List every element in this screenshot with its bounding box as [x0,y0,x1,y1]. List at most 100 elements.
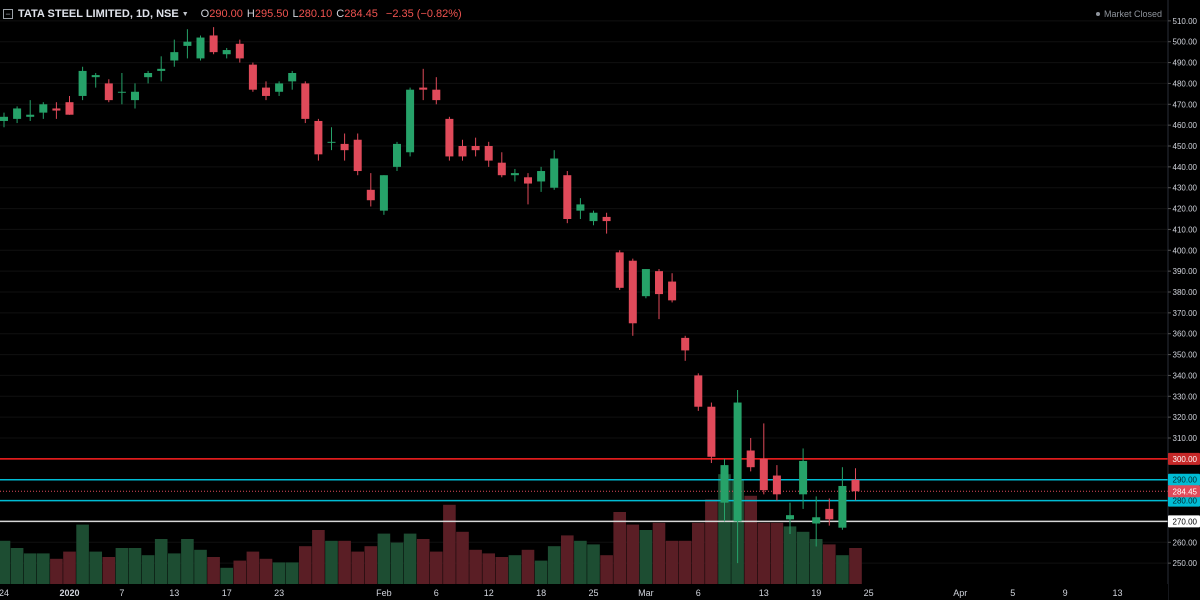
candle-body[interactable] [170,52,179,61]
candle-body[interactable] [668,281,677,301]
candle-body[interactable] [52,108,61,111]
candle-body[interactable] [353,139,362,172]
candle-body[interactable] [379,175,388,211]
candle-body[interactable] [235,43,244,59]
candle-body[interactable] [222,50,231,55]
price-tick-label: 370.00 [1173,309,1198,318]
candle-body[interactable] [510,173,519,176]
candle-body[interactable] [458,146,467,157]
high-value: 295.50 [254,8,289,20]
collapse-icon[interactable]: − [3,9,13,19]
price-axis[interactable] [1168,0,1200,600]
candle-body[interactable] [39,104,48,113]
candle-body[interactable] [759,458,768,491]
candle-body[interactable] [615,252,624,288]
candle-body[interactable] [196,37,205,59]
candle-body[interactable] [720,465,729,503]
candle-body[interactable] [694,375,703,407]
candlesticks[interactable] [0,27,860,564]
candle-body[interactable] [589,212,598,222]
volume-bar [0,540,11,584]
candle-body[interactable] [484,146,493,161]
candle-body[interactable] [209,35,218,53]
candle-body[interactable] [104,83,113,101]
candle-body[interactable] [248,64,257,90]
volume-bar [89,551,102,584]
market-status: Market Closed [1095,9,1162,19]
price-level-lines[interactable] [0,458,1168,523]
candle-body[interactable] [366,189,375,201]
symbol-legend: − TATA STEEL LIMITED, 1D, NSE ▼ O 290.00 … [0,0,462,28]
candle-body[interactable] [799,460,808,495]
candle-body[interactable] [183,41,192,46]
candle-body[interactable] [576,204,585,211]
price-tick-label: 320.00 [1173,413,1198,422]
candle-body[interactable] [13,108,22,119]
candle-body[interactable] [419,87,428,90]
time-axis[interactable] [0,584,1168,600]
candle-body[interactable] [707,406,716,457]
candle-body[interactable] [825,508,834,520]
candle-body[interactable] [602,216,611,222]
volume-bar [561,535,574,584]
candle-body[interactable] [117,91,126,93]
symbol-title[interactable]: TATA STEEL LIMITED, 1D, NSE [18,8,179,20]
volume-bar [534,560,548,584]
candle-body[interactable] [445,118,454,157]
candle-body[interactable] [655,271,663,295]
candle-body[interactable] [746,450,755,468]
price-tick-label: 260.00 [1173,538,1198,547]
candle-body[interactable] [563,175,572,219]
price-badge-label: 290.00 [1173,476,1198,485]
candle-body[interactable] [78,70,87,96]
candle-body[interactable] [157,68,166,71]
candle-body[interactable] [524,177,532,184]
candle-body[interactable] [288,73,297,82]
candle-body[interactable] [262,87,270,96]
candle-body[interactable] [131,91,139,101]
candle-body[interactable] [628,260,637,324]
volume-bar [692,522,705,584]
close-value: 284.45 [344,8,378,20]
volume-bar [652,522,666,584]
candle-body[interactable] [786,515,794,520]
volume-bar [849,548,862,584]
candle-body[interactable] [301,83,310,119]
volume-bar [613,512,626,584]
candle-body[interactable] [432,89,441,101]
candle-body[interactable] [681,337,690,351]
candle-body[interactable] [393,143,401,167]
candle-body[interactable] [641,269,650,297]
volume-bar [456,531,469,584]
candle-body[interactable] [471,146,480,151]
candle-body[interactable] [838,485,847,528]
candle-body[interactable] [144,73,153,78]
candle-body[interactable] [851,479,860,492]
candle-body[interactable] [91,75,100,78]
candle-body[interactable] [497,162,506,176]
candle-body[interactable] [550,158,559,188]
price-tick-label: 330.00 [1173,392,1198,401]
candle-body[interactable] [537,171,546,182]
candle-body[interactable] [406,89,415,153]
time-tick-label: Apr [953,588,967,598]
price-tick-label: 250.00 [1173,559,1198,568]
price-tick-label: 420.00 [1173,205,1198,214]
candle-body[interactable] [733,402,742,522]
volume-bar [351,551,364,584]
chevron-down-icon[interactable]: ▼ [181,10,189,18]
candle-body[interactable] [26,114,35,117]
time-tick-label: 23 [274,588,284,598]
candle-body[interactable] [0,116,8,121]
volume-bar [823,544,836,584]
candle-body[interactable] [327,141,336,143]
candle-body[interactable] [812,517,821,524]
candle-body[interactable] [275,83,284,92]
candle-body[interactable] [65,102,74,115]
price-tick-label: 470.00 [1173,100,1198,109]
candle-body[interactable] [314,120,323,155]
candle-body[interactable] [772,475,781,495]
candle-body[interactable] [340,143,349,151]
volume-bar [547,546,561,584]
